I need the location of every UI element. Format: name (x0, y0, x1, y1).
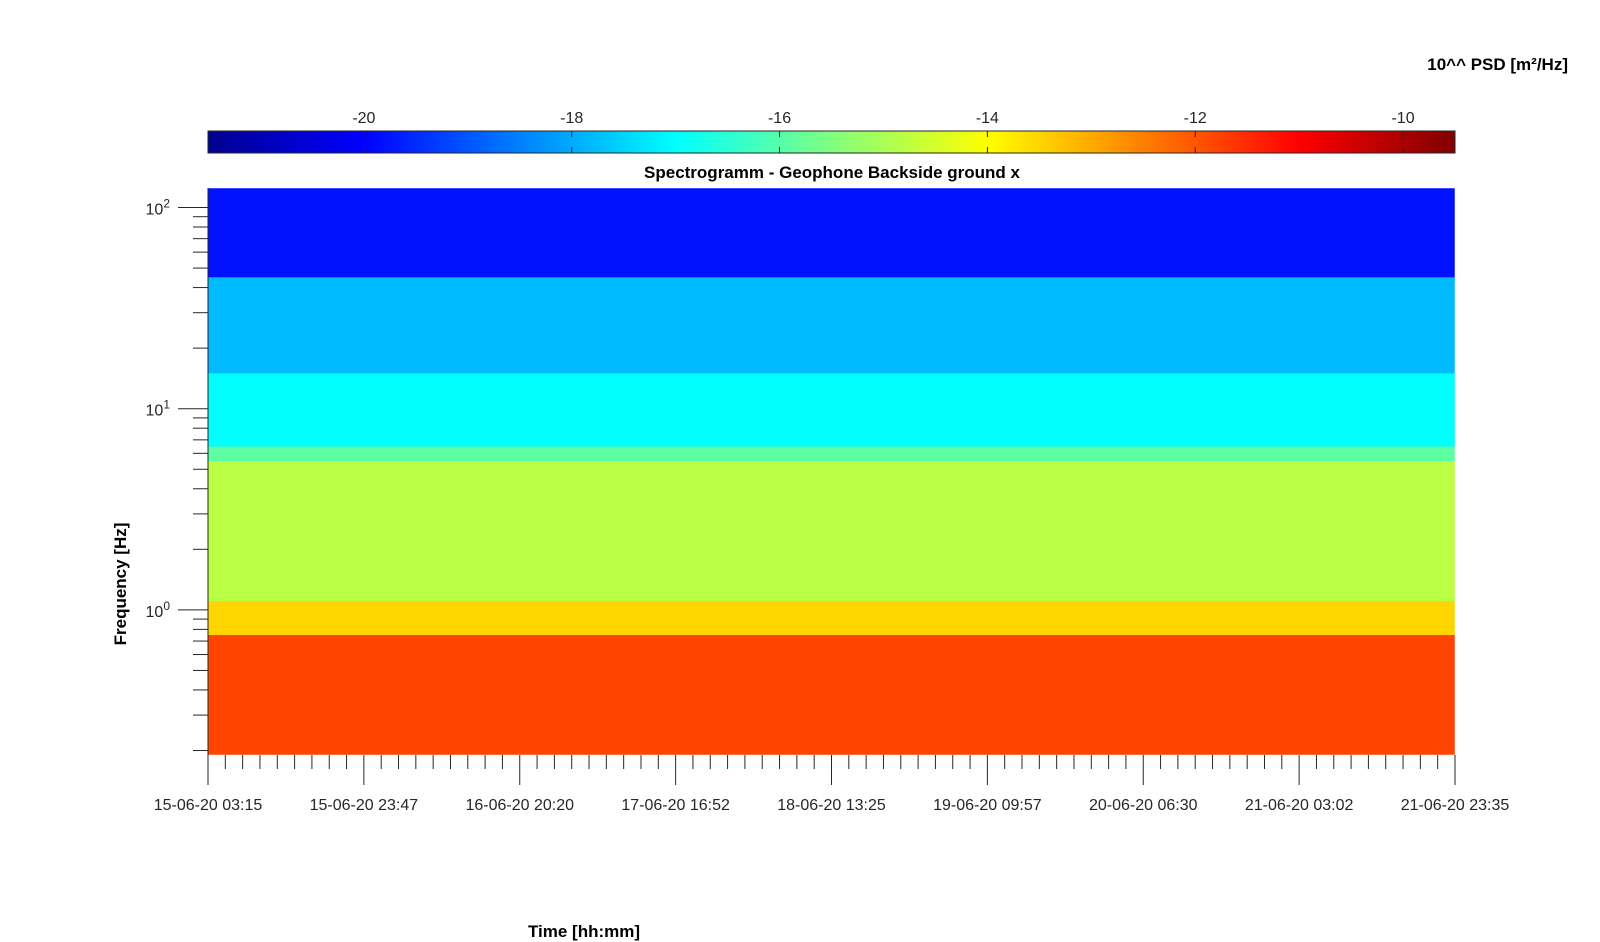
x-tick-label: 15-06-20 03:15 (154, 797, 263, 814)
y-tick-label: 101 (146, 398, 171, 420)
y-axis-label: Frequency [Hz] (111, 523, 130, 646)
spectrogram-band (208, 601, 1455, 636)
spectrogram-band (208, 446, 1455, 461)
spectrogram-band (208, 277, 1455, 374)
colorbar-tick-label: -16 (768, 110, 791, 127)
colorbar-tick-label: -12 (1184, 110, 1207, 127)
colorbar-bar (207, 130, 1456, 154)
x-tick-label: 17-06-20 16:52 (621, 797, 730, 814)
x-tick-label: 19-06-20 09:57 (933, 797, 1042, 814)
colorbar (207, 130, 1456, 154)
x-axis-label: Time [hh:mm] (528, 922, 640, 941)
x-axis: 15-06-20 03:15 15-06-20 23:47 16-06-20 20:… (154, 755, 1510, 814)
y-axis: 100 101 102 (146, 188, 209, 755)
x-tick-label: 15-06-20 23:47 (310, 797, 419, 814)
x-tick-label: 16-06-20 20:20 (465, 797, 574, 814)
x-tick-label: 21-06-20 03:02 (1245, 797, 1354, 814)
colorbar-tick-label: -14 (976, 110, 999, 127)
colorbar-tick-label: -10 (1391, 110, 1414, 127)
colorbar-tick-label: -18 (560, 110, 583, 127)
x-tick-label: 20-06-20 06:30 (1089, 797, 1198, 814)
spectrogram-band (208, 635, 1455, 755)
y-tick-label: 100 (146, 599, 171, 621)
spectrogram-plot-area (207, 187, 1456, 756)
spectrogram-band (208, 373, 1455, 447)
x-tick-label: 21-06-20 23:35 (1401, 797, 1510, 814)
colorbar-label: 10^^ PSD [m²/Hz] (1427, 55, 1568, 74)
spectrogram-band (208, 460, 1455, 602)
colorbar-tick-label: -20 (352, 110, 375, 127)
x-tick-label: 18-06-20 13:25 (777, 797, 886, 814)
colorbar-ticks: -20 -18 -16 -14 -12 -10 (352, 110, 1415, 153)
spectrogram-band (208, 188, 1455, 278)
y-tick-label: 102 (146, 196, 171, 218)
chart-title: Spectrogramm - Geophone Backside ground … (644, 163, 1021, 182)
